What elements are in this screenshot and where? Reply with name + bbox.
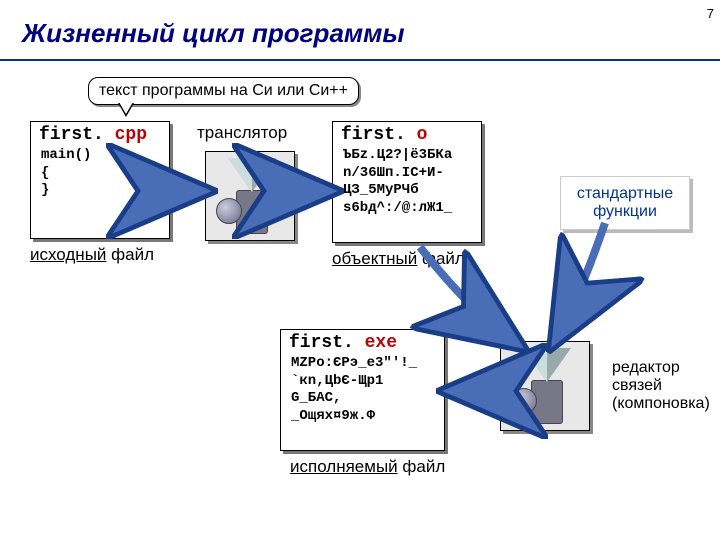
bytes-line: n/36Шп.IC+И- [343, 165, 473, 183]
caption-underlined: объектный [332, 249, 417, 268]
caption-rest: файл [398, 457, 446, 476]
exe-file-box: first. exe MZPo:ЄРэ_e3"'!_ `кn,ЦbЄ-Щp1 G… [280, 329, 445, 451]
source-file-box: first. cpp main() { } [30, 121, 170, 239]
linker-line1: редактор [612, 359, 720, 377]
exe-filename-base: first. [289, 333, 365, 353]
machine-knob [511, 388, 537, 414]
page-number: 7 [707, 6, 714, 21]
machine-knob [216, 198, 242, 224]
arrow-stdlib-to-linker [556, 223, 605, 339]
callout-text: текст программы на Си или Си++ [99, 82, 348, 99]
exe-filename: first. exe [281, 330, 444, 353]
bytes-line: G_БАС, [291, 390, 436, 408]
bytes-line: ЦЗ_5МyРЧб [343, 182, 473, 200]
bytes-line: ЪБz.Ц2?|ё3БКа [343, 147, 473, 165]
exe-bytes: MZPo:ЄРэ_e3"'!_ `кn,ЦbЄ-Щp1 G_БАС, _Ощях… [281, 353, 444, 431]
object-filename-base: first. [341, 125, 417, 145]
page-title: Жизненный цикл программы [0, 0, 720, 59]
linker-line3: (компоновка) [612, 395, 720, 413]
linker-label-box: редактор связей (компоновка) [612, 359, 720, 413]
source-filename: first. cpp [31, 122, 169, 145]
callout-tail-inner [119, 102, 133, 114]
caption-underlined: исполняемый [290, 457, 398, 476]
code-line: main() [41, 147, 161, 165]
source-caption: исходный файл [30, 245, 154, 265]
object-bytes: ЪБz.Ц2?|ё3БКа n/36Шп.IC+И- ЦЗ_5МyРЧб s6b… [333, 145, 481, 223]
exe-filename-ext: exe [365, 333, 397, 353]
object-filename-ext: o [417, 125, 428, 145]
object-file-box: first. o ЪБz.Ц2?|ё3БКа n/36Шп.IC+И- ЦЗ_5… [332, 121, 482, 243]
stdlib-line1: стандартные [571, 185, 679, 203]
diagram-stage: текст программы на Си или Си++ first. cp… [0, 61, 720, 531]
object-caption: объектный файл [332, 249, 465, 269]
bytes-line: MZPo:ЄРэ_e3"'!_ [291, 355, 436, 373]
code-line: } [41, 182, 161, 200]
stdlib-box: стандартные функции [560, 176, 690, 230]
exe-caption: исполняемый файл [290, 457, 445, 477]
callout-source-desc: текст программы на Си или Си++ [88, 77, 359, 105]
machine-funnel-highlight [228, 158, 252, 192]
linker-line2: связей [612, 377, 720, 395]
bytes-line: _Ощях¤9ж.Ф [291, 408, 436, 426]
translator-machine [205, 151, 295, 241]
caption-rest: файл [106, 245, 154, 264]
caption-underlined: исходный [30, 245, 106, 264]
caption-rest: файл [417, 249, 465, 268]
bytes-line: s6bд^:/@:лЖ1_ [343, 200, 473, 218]
object-filename: first. o [333, 122, 481, 145]
bytes-line: `кn,ЦbЄ-Щp1 [291, 373, 436, 391]
source-code: main() { } [31, 145, 169, 206]
translator-label: транслятор [197, 123, 287, 143]
machine-funnel-highlight [523, 348, 547, 382]
stdlib-line2: функции [571, 203, 679, 221]
source-filename-ext: cpp [115, 125, 147, 145]
source-filename-base: first. [39, 125, 115, 145]
code-line: { [41, 165, 161, 183]
linker-machine [500, 341, 590, 431]
